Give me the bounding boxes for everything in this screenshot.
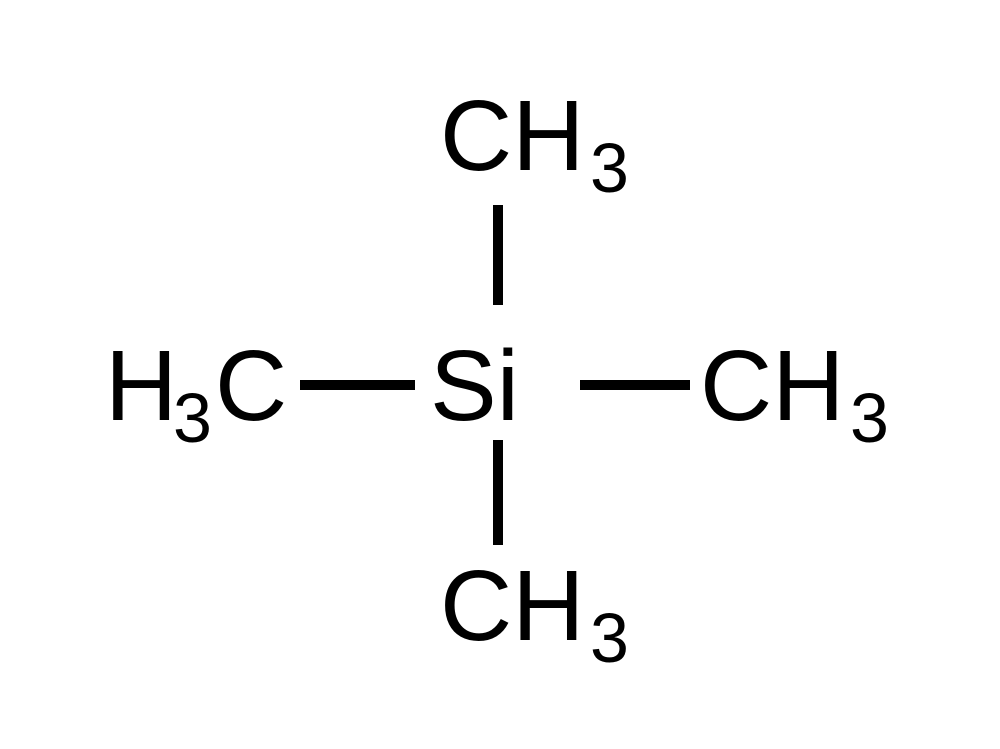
methyl-top: CH 3 [440, 80, 629, 207]
methyl-bottom-main: CH [440, 550, 584, 662]
methyl-left: H 3 C [105, 330, 287, 457]
methyl-right: CH 3 [700, 330, 889, 457]
methyl-right-main: CH [700, 330, 844, 442]
methyl-bottom-sub: 3 [590, 599, 629, 677]
methyl-left-c: C [215, 330, 287, 442]
methyl-left-sub: 3 [173, 379, 212, 457]
methyl-left-h: H [105, 330, 177, 442]
methyl-bottom: CH 3 [440, 550, 629, 677]
methyl-top-main: CH [440, 80, 584, 192]
methyl-right-sub: 3 [850, 379, 889, 457]
center-atom-label: Si [430, 330, 519, 442]
chemical-structure-diagram: Si CH 3 CH 3 H 3 C CH 3 [0, 0, 1000, 749]
methyl-top-sub: 3 [590, 129, 629, 207]
